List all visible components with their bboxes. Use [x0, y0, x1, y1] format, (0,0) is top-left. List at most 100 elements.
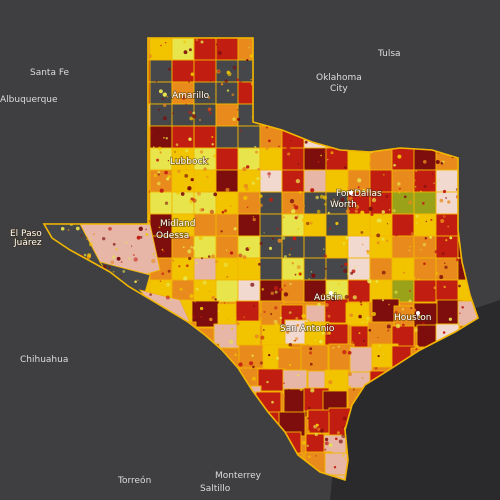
county-tile[interactable]: [349, 346, 373, 374]
county-tile[interactable]: [171, 59, 195, 83]
heat-speck: [418, 315, 422, 319]
heat-speck: [166, 177, 170, 181]
county-tile[interactable]: [259, 213, 283, 237]
county-tile[interactable]: [237, 257, 261, 281]
county-tile[interactable]: [259, 147, 283, 171]
county-tile[interactable]: [149, 38, 173, 61]
county-tile[interactable]: [347, 213, 371, 237]
heat-speck: [360, 303, 363, 306]
heat-speck: [288, 194, 291, 197]
county-tile[interactable]: [300, 344, 329, 374]
county-tile[interactable]: [215, 81, 239, 105]
county-tile[interactable]: [281, 169, 305, 193]
heat-speck: [147, 54, 152, 59]
county-tile[interactable]: [435, 235, 459, 259]
heat-speck: [344, 166, 347, 169]
county-tile[interactable]: [413, 191, 437, 215]
county-tile[interactable]: [413, 169, 437, 193]
county-tile[interactable]: [281, 279, 305, 303]
county-tile[interactable]: [191, 300, 220, 328]
heat-speck: [256, 177, 260, 181]
county-tile[interactable]: [215, 279, 239, 303]
county-tile[interactable]: [413, 147, 437, 171]
county-tile[interactable]: [303, 147, 327, 171]
heat-speck: [159, 188, 164, 193]
county-tile[interactable]: [237, 279, 261, 303]
marker-austin[interactable]: [329, 291, 333, 295]
county-tile[interactable]: [193, 213, 217, 237]
county-tile[interactable]: [237, 125, 261, 149]
county-tile[interactable]: [347, 279, 371, 303]
county-tile[interactable]: [347, 235, 371, 259]
county-tile[interactable]: [435, 191, 459, 215]
county-tile[interactable]: [215, 38, 239, 61]
county-tile[interactable]: [391, 257, 415, 281]
heat-speck: [329, 227, 332, 230]
county-tile[interactable]: [236, 320, 261, 346]
county-tile[interactable]: [369, 235, 393, 259]
marker-houston[interactable]: [416, 311, 420, 315]
county-tile[interactable]: [435, 213, 459, 237]
county-tile[interactable]: [369, 257, 393, 281]
county-tile[interactable]: [391, 213, 415, 237]
county-tile[interactable]: [259, 279, 283, 303]
county-tile[interactable]: [215, 213, 239, 237]
county-tile[interactable]: [149, 191, 173, 215]
county-tile[interactable]: [391, 169, 415, 193]
county-tile[interactable]: [281, 257, 305, 281]
county-tile[interactable]: [413, 235, 437, 259]
county-tile[interactable]: [259, 191, 283, 215]
heat-speck: [187, 236, 191, 239]
county-tile[interactable]: [237, 169, 261, 193]
county-tile[interactable]: [149, 59, 173, 83]
county-tile[interactable]: [149, 147, 173, 171]
county-tile[interactable]: [413, 257, 437, 281]
county-tile[interactable]: [259, 257, 283, 281]
county-tile[interactable]: [215, 103, 239, 127]
county-tile[interactable]: [325, 257, 349, 281]
county-tile[interactable]: [193, 257, 217, 281]
heat-speck: [301, 440, 306, 445]
county-tile[interactable]: [260, 300, 285, 327]
county-tile[interactable]: [325, 235, 349, 259]
heat-speck: [183, 50, 188, 55]
county-tile[interactable]: [215, 235, 239, 259]
county-tile[interactable]: [171, 257, 195, 281]
county-tile[interactable]: [237, 213, 261, 237]
heat-speck: [360, 230, 364, 234]
county-tile[interactable]: [369, 213, 393, 237]
county-tile[interactable]: [259, 169, 283, 193]
county-tile[interactable]: [149, 169, 173, 193]
heat-speck: [286, 146, 291, 151]
county-tile[interactable]: [149, 103, 173, 127]
county-tile[interactable]: [345, 302, 370, 326]
county-tile[interactable]: [324, 452, 349, 478]
county-tile[interactable]: [171, 103, 195, 127]
county-tile[interactable]: [149, 125, 173, 149]
county-tile[interactable]: [303, 235, 327, 259]
heat-speck: [251, 376, 257, 381]
heat-speck: [307, 406, 311, 410]
heat-speck: [341, 433, 346, 439]
county-tile[interactable]: [435, 279, 459, 303]
heat-speck: [371, 311, 377, 317]
county-tile[interactable]: [193, 59, 217, 83]
county-tile[interactable]: [391, 147, 415, 171]
county-tile[interactable]: [215, 125, 239, 149]
county-tile[interactable]: [303, 169, 327, 193]
county-tile[interactable]: [193, 103, 217, 127]
heat-speck: [165, 137, 168, 140]
county-tile[interactable]: [413, 279, 437, 303]
county-tile[interactable]: [257, 368, 286, 392]
county-tile[interactable]: [193, 169, 217, 193]
heat-speck: [158, 108, 160, 111]
county-tile[interactable]: [193, 38, 217, 61]
heat-speck: [403, 195, 407, 199]
county-tile[interactable]: [347, 257, 371, 281]
marker-dallas[interactable]: [349, 191, 353, 195]
county-tile[interactable]: [435, 169, 459, 193]
county-tile[interactable]: [171, 125, 195, 149]
heat-speck: [322, 440, 324, 443]
